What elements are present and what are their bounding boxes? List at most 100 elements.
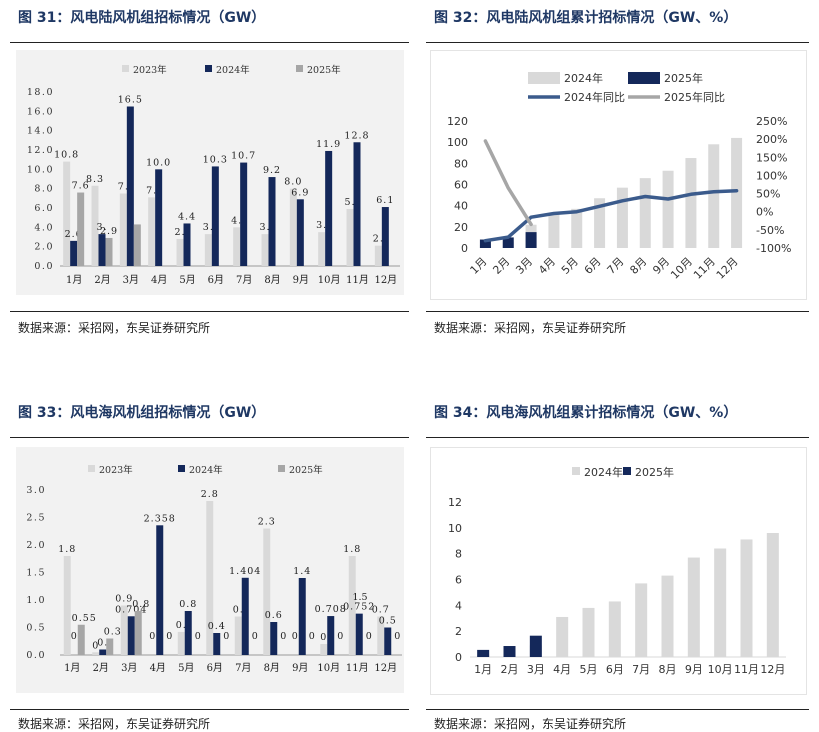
bar: [134, 611, 142, 655]
data-label: 3.: [96, 222, 107, 233]
bar: [261, 234, 269, 266]
data-label: 7.: [118, 182, 129, 193]
bar: [98, 234, 106, 266]
data-label: 16.5: [118, 95, 143, 106]
bar: [105, 237, 113, 266]
data-label: 0.8: [179, 599, 197, 610]
data-label: 0.3: [104, 627, 122, 638]
x-tick-label: 12月: [760, 663, 785, 676]
bar: [296, 199, 304, 266]
x-tick-label: 11月: [691, 255, 718, 282]
y-tick-label: 4.0: [34, 222, 54, 233]
data-label: 10.3: [203, 154, 228, 165]
bar: [233, 227, 241, 266]
bar: [325, 150, 333, 266]
bar: [240, 162, 248, 266]
data-label: 0: [394, 631, 401, 642]
x-tick-label: 2月: [93, 662, 109, 674]
data-label: 3.: [259, 222, 270, 233]
legend-swatch: [88, 465, 95, 472]
panel-31: 图 31：风电陆风机组招标情况（GW） 0.0 2.0 4.0 6.0 8.0 10.0 1…: [10, 0, 409, 345]
y-tick-label-left: 20: [454, 221, 468, 234]
bar-chart-33: 0.00.51.01.52.02.53.01月1.800.552月00.0.33…: [26, 464, 402, 674]
bar: [70, 240, 78, 266]
y-tick-label: 6.0: [34, 203, 54, 214]
data-label: 1.8: [58, 544, 76, 555]
x-tick-label: 3月: [123, 274, 139, 286]
x-tick-label: 8月: [659, 663, 677, 676]
bar-chart-31: 0.0 2.0 4.0 6.0 8.0 10.0 12.0 14.0 16.0 18.0 1月 10.…: [27, 64, 400, 286]
y-tick-label-left: 120: [447, 115, 468, 128]
data-label: 0: [366, 631, 373, 642]
y-tick-label-left: 40: [454, 200, 468, 213]
y-tick-label: 0: [455, 651, 462, 664]
bar-2024: [639, 178, 651, 248]
bar: [298, 578, 306, 655]
bar: [63, 161, 71, 266]
source-rule-31: [10, 311, 409, 312]
chart-title-31: 图 31：风电陆风机组招标情况（GW）: [18, 10, 266, 26]
y-tick-label: 1.5: [26, 568, 46, 579]
bar: [211, 166, 219, 266]
data-label: 0: [252, 631, 259, 642]
data-label: 2.9: [100, 226, 118, 237]
panel-32: 图 32：风电陆风机组累计招标情况（GW、%） 0 20 40 60 80 100 120 -…: [426, 0, 809, 345]
source-33: 数据来源：采招网，东吴证券研究所: [18, 717, 211, 731]
bar: [289, 188, 297, 266]
x-tick-label: 5月: [580, 663, 598, 676]
bar: [381, 207, 389, 266]
data-label: 0: [320, 632, 327, 643]
y-tick-label: 2.0: [26, 540, 46, 551]
data-label: 2.8: [201, 489, 219, 500]
bar: [374, 245, 382, 266]
x-tick-label: 2月: [501, 663, 519, 676]
bar: [270, 622, 278, 655]
x-tick-label: 11月: [346, 274, 369, 286]
y-tick-label: 1.0: [26, 595, 46, 606]
data-label: 0.55: [72, 613, 97, 624]
data-label: 8.3: [86, 174, 104, 185]
bar-chart-34: 0 2 4 6 8 10 12 1月 2月 3月 4月 5月 6月 7月 8月 9月 10月 11月 12月 2024…: [448, 465, 786, 676]
data-label: 0.4: [208, 621, 226, 632]
data-label: 2.358: [144, 513, 176, 524]
x-tick-label: 9月: [685, 663, 703, 676]
legend-label: 2023年: [99, 464, 133, 476]
data-label: 0.7: [372, 605, 390, 616]
legend-label: 2025年同比: [664, 90, 725, 104]
bar: [353, 142, 361, 266]
source-32: 数据来源：采招网，东吴证券研究所: [434, 321, 627, 335]
data-label: 0.: [233, 605, 244, 616]
legend-swatch: [528, 72, 560, 84]
y-tick-label: 10.0: [27, 164, 54, 175]
chart-title-33: 图 33：风电海风机组招标情况（GW）: [18, 405, 266, 421]
y-tick-label: 0.0: [26, 650, 46, 661]
x-tick-label: 3月: [513, 255, 535, 277]
chart-title-34: 图 34：风电海风机组累计招标情况（GW、%）: [434, 405, 738, 421]
x-tick-label: 8月: [264, 274, 280, 286]
bar: [63, 556, 71, 655]
y-tick-label-right: -100%: [756, 242, 791, 255]
bar: [184, 611, 192, 655]
legend-label: 2024年: [584, 465, 623, 479]
source-31: 数据来源：采招网，东吴证券研究所: [18, 321, 211, 335]
x-tick-label: 10月: [708, 663, 733, 676]
bar: [377, 616, 385, 655]
bar: [77, 624, 85, 655]
legend-swatch: [296, 65, 303, 72]
x-tick-label: 1月: [468, 255, 490, 277]
y-tick-label: 2.0: [34, 242, 54, 253]
bar: [120, 605, 128, 655]
bar-2025: [529, 635, 542, 657]
data-label: 1.404: [229, 566, 261, 577]
bar: [156, 525, 164, 655]
x-tick-label: 6月: [606, 663, 624, 676]
x-tick-label: 4月: [151, 274, 167, 286]
bar: [148, 197, 156, 266]
bar-2024: [662, 170, 674, 248]
x-tick-label: 10月: [317, 662, 340, 674]
data-label: 0: [280, 631, 287, 642]
data-label: 3.: [203, 222, 214, 233]
x-tick-label: 9月: [293, 274, 309, 286]
bar-2024: [548, 214, 560, 248]
legend-label: 2025年: [635, 465, 674, 479]
